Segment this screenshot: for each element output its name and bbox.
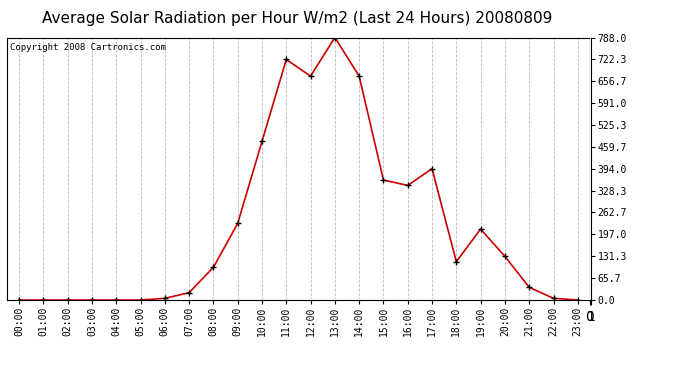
Text: Copyright 2008 Cartronics.com: Copyright 2008 Cartronics.com bbox=[10, 43, 166, 52]
Text: Average Solar Radiation per Hour W/m2 (Last 24 Hours) 20080809: Average Solar Radiation per Hour W/m2 (L… bbox=[41, 11, 552, 26]
